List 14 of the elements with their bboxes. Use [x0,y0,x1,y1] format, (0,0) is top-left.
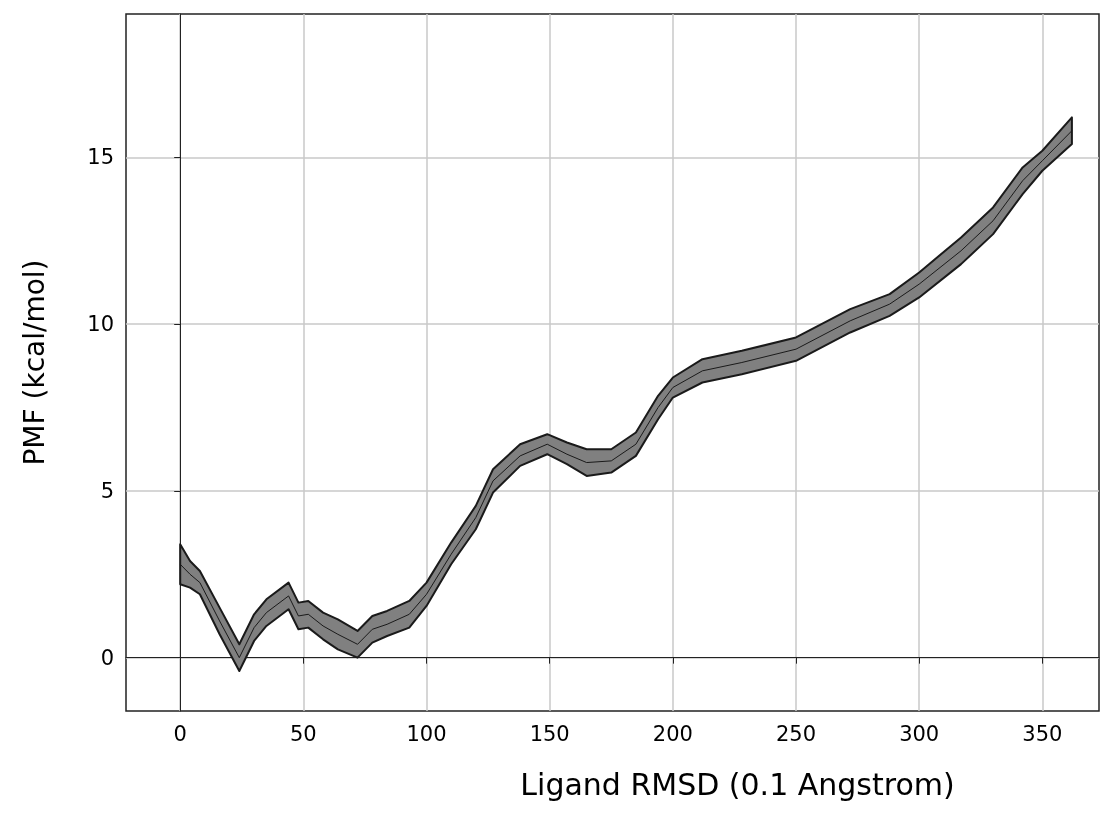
y-tick-label: 15 [87,145,114,170]
y-tick-label: 10 [87,312,114,337]
y-tick-label: 5 [100,478,114,503]
x-tick-label: 150 [529,721,570,746]
x-tick-label: 200 [652,721,693,746]
x-tick-label: 100 [406,721,447,746]
x-tick-label: 350 [1022,721,1063,746]
x-tick-label: 250 [775,721,817,746]
x-axis-title: Ligand RMSD (0.1 Angstrom) [520,766,955,802]
x-tick-label: 50 [289,721,317,746]
x-tick-label: 300 [899,721,940,746]
y-axis-title: PMF (kcal/mol) [17,259,51,466]
x-tick-label: 0 [173,721,187,746]
y-tick-label: 0 [100,645,114,670]
